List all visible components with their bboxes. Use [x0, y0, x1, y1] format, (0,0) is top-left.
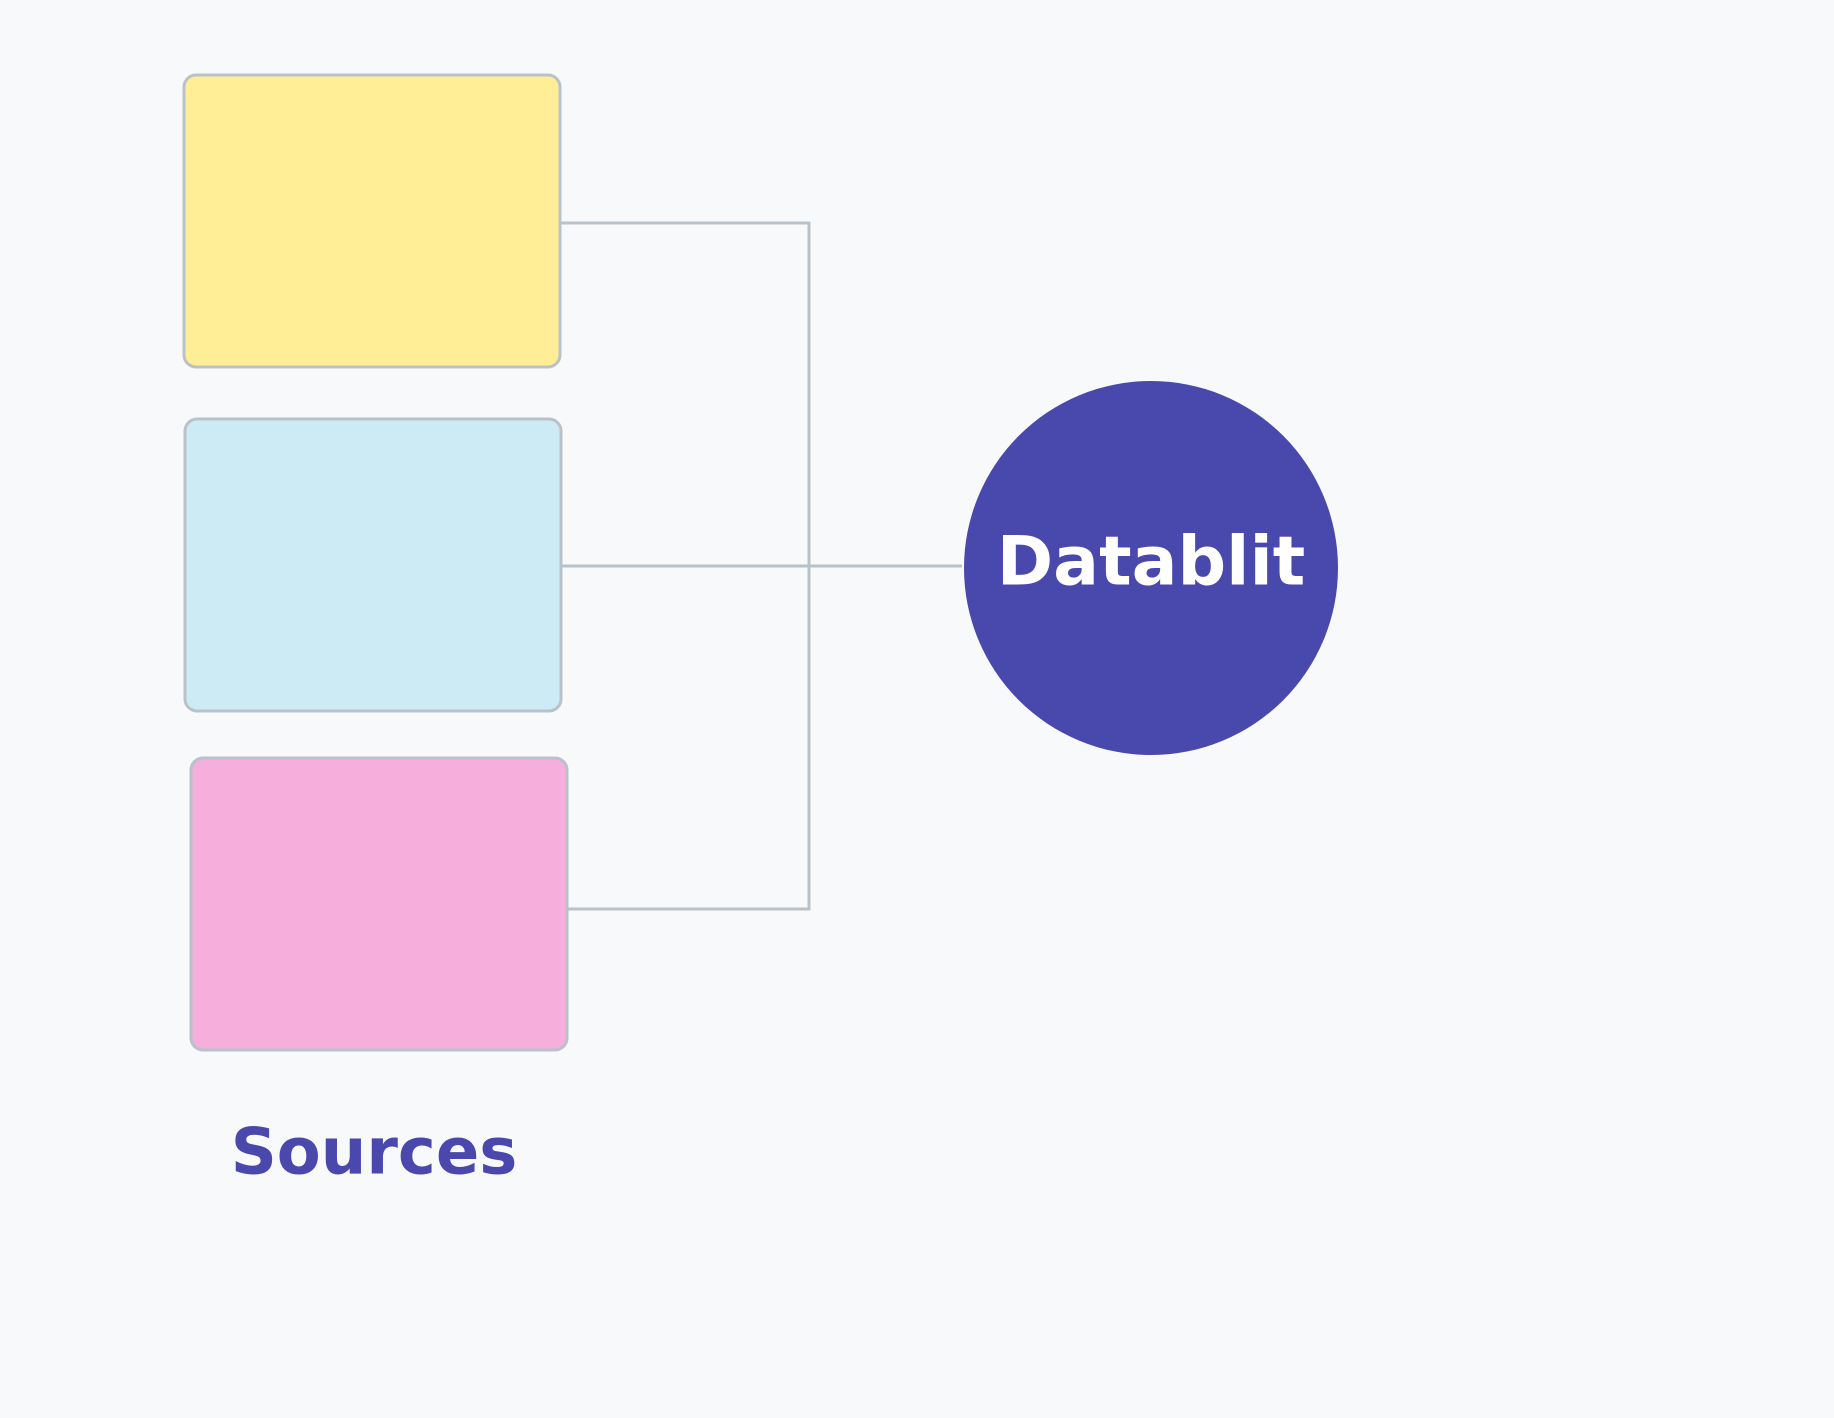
source-box-blue [183, 417, 563, 713]
connectors [560, 221, 962, 911]
source-box-yellow [182, 73, 562, 369]
source-box-pink [189, 756, 569, 1052]
hub-label: Datablit [997, 523, 1306, 602]
sources-label: Sources [231, 1116, 518, 1190]
hub-circle [964, 381, 1338, 755]
